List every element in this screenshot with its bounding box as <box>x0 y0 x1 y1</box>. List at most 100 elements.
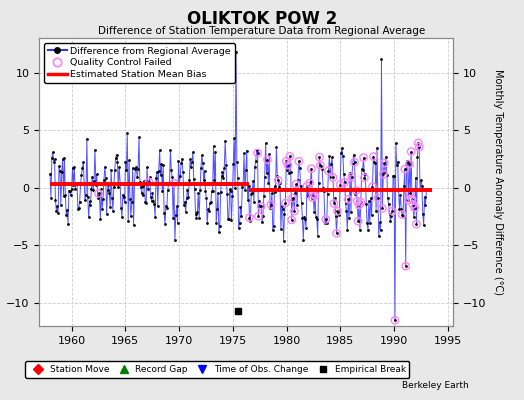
Point <box>219 169 227 175</box>
Point <box>234 175 242 182</box>
Point <box>185 177 193 184</box>
Point <box>346 170 354 176</box>
Point <box>311 192 319 199</box>
Point <box>417 177 425 183</box>
Point <box>339 152 347 159</box>
Point <box>293 202 301 208</box>
Point <box>250 164 259 170</box>
Point <box>181 209 190 216</box>
Point <box>78 165 86 172</box>
Point <box>193 209 202 215</box>
Point <box>135 134 143 140</box>
Point <box>332 230 341 236</box>
Point <box>363 220 372 226</box>
Point <box>152 175 160 181</box>
Point <box>290 208 299 214</box>
Point <box>100 176 108 183</box>
Point <box>57 202 65 208</box>
Point <box>315 154 324 160</box>
Point <box>406 190 414 196</box>
Point <box>114 184 123 190</box>
Point <box>188 159 196 166</box>
Point <box>336 181 344 188</box>
Point <box>79 159 88 166</box>
Point <box>165 180 173 186</box>
Point <box>196 186 204 193</box>
Point <box>412 221 421 228</box>
Point <box>305 180 314 186</box>
Point <box>49 149 57 156</box>
Point <box>404 197 412 203</box>
Point <box>245 214 254 221</box>
Point <box>342 208 351 214</box>
Point <box>280 211 289 218</box>
Point <box>282 158 290 164</box>
Point <box>152 169 161 176</box>
Point <box>158 188 167 194</box>
Text: Difference of Station Temperature Data from Regional Average: Difference of Station Temperature Data f… <box>99 26 425 36</box>
Point <box>379 171 387 178</box>
Point <box>222 162 230 168</box>
Point <box>412 221 421 228</box>
Point <box>98 206 106 212</box>
Point <box>62 212 70 218</box>
Point <box>297 182 305 189</box>
Point <box>235 220 244 227</box>
Point <box>345 215 353 221</box>
Point <box>294 158 303 164</box>
Point <box>383 172 391 178</box>
Point <box>107 166 115 173</box>
Point <box>194 190 202 196</box>
Point <box>407 148 416 155</box>
Point <box>378 205 387 212</box>
Point <box>324 168 333 174</box>
Point <box>313 233 322 239</box>
Point <box>409 201 417 208</box>
Point <box>344 196 353 203</box>
Point <box>265 151 274 158</box>
Point <box>192 214 201 221</box>
Point <box>63 207 71 213</box>
Point <box>49 158 58 165</box>
Point <box>112 155 120 161</box>
Point <box>101 164 109 170</box>
Point <box>352 187 361 194</box>
Point <box>233 159 241 166</box>
Point <box>249 178 257 184</box>
Point <box>118 214 126 220</box>
Point <box>410 214 418 220</box>
Point <box>145 178 153 185</box>
Point <box>348 161 357 168</box>
Point <box>149 197 158 204</box>
Point <box>292 181 300 187</box>
Point <box>395 206 403 212</box>
Point <box>202 195 211 201</box>
Point <box>411 174 420 181</box>
Point <box>182 195 191 201</box>
Point <box>70 164 79 170</box>
Point <box>77 181 85 187</box>
Point <box>355 202 363 208</box>
Point <box>67 191 75 198</box>
Point <box>141 198 149 205</box>
Point <box>401 166 409 172</box>
Point <box>272 144 280 150</box>
Point <box>388 208 397 214</box>
Point <box>206 199 215 206</box>
Point <box>231 185 239 192</box>
Point <box>267 202 275 208</box>
Point <box>353 198 362 204</box>
Point <box>416 187 424 194</box>
Point <box>226 188 235 194</box>
Point <box>157 161 166 167</box>
Point <box>154 203 162 209</box>
Point <box>245 214 254 221</box>
Point <box>350 152 358 158</box>
Point <box>103 211 111 218</box>
Point <box>269 222 278 229</box>
Text: OLIKTOK POW 2: OLIKTOK POW 2 <box>187 10 337 28</box>
Point <box>281 200 290 206</box>
Point <box>329 174 337 181</box>
Point <box>290 208 299 214</box>
Point <box>133 174 141 180</box>
